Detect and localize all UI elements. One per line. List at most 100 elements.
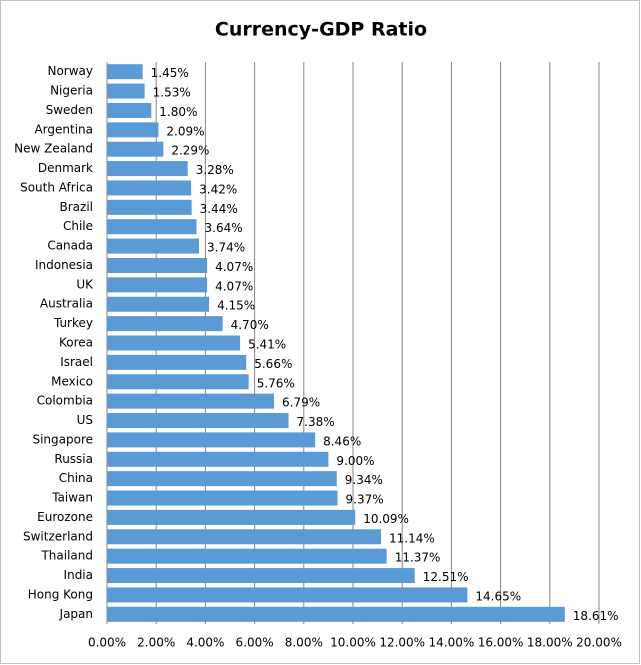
bar	[107, 122, 159, 138]
y-tick-label: Argentina	[34, 122, 93, 136]
data-label: 1.53%	[153, 86, 191, 100]
data-label: 3.42%	[199, 182, 237, 196]
x-tick-label: 18.00%	[527, 636, 573, 650]
bar	[107, 219, 197, 235]
y-tick-label: Switzerland	[23, 529, 93, 543]
data-label: 2.29%	[171, 144, 209, 158]
y-tick-label: New Zealand	[14, 142, 93, 156]
data-label: 9.00%	[336, 454, 374, 468]
data-label: 3.28%	[196, 163, 234, 177]
x-tick-label: 6.00%	[236, 636, 274, 650]
bar	[107, 180, 192, 196]
y-tick-label: Eurozone	[37, 510, 93, 524]
y-tick-label: Norway	[47, 64, 93, 78]
bar	[107, 64, 143, 80]
data-label: 4.70%	[231, 318, 269, 332]
y-tick-label: Chile	[63, 219, 93, 233]
y-tick-label: Brazil	[60, 200, 94, 214]
y-tick-label: Hong Kong	[28, 587, 93, 601]
bar	[107, 374, 249, 390]
data-label: 9.37%	[346, 493, 384, 507]
y-tick-label: US	[77, 413, 93, 427]
data-label: 3.44%	[200, 202, 238, 216]
data-label: 11.14%	[389, 531, 435, 545]
y-tick-label: UK	[76, 277, 94, 291]
y-tick-label: Colombia	[37, 394, 93, 408]
data-label: 18.61%	[573, 609, 619, 623]
x-tick-label: 16.00%	[478, 636, 524, 650]
y-tick-label: Korea	[59, 336, 93, 350]
data-label: 5.66%	[254, 357, 292, 371]
bar	[107, 257, 208, 273]
y-tick-label: India	[64, 568, 93, 582]
bar	[107, 529, 382, 545]
bar	[107, 199, 192, 215]
x-tick-label: 0.00%	[88, 636, 126, 650]
y-tick-label: Russia	[54, 452, 93, 466]
data-label: 5.41%	[248, 338, 286, 352]
x-tick-label: 4.00%	[186, 636, 224, 650]
bar	[107, 354, 247, 370]
bar	[107, 432, 316, 448]
x-tick-label: 12.00%	[379, 636, 425, 650]
data-label: 14.65%	[475, 589, 521, 603]
y-tick-label: Sweden	[46, 103, 93, 117]
bar	[107, 393, 275, 409]
bar	[107, 296, 210, 312]
data-label: 2.09%	[166, 124, 204, 138]
data-label: 5.76%	[257, 376, 295, 390]
data-label: 4.15%	[217, 299, 255, 313]
data-label: 3.64%	[205, 221, 243, 235]
bar	[107, 451, 329, 467]
bar	[107, 568, 415, 584]
y-tick-label: Singapore	[32, 432, 93, 446]
x-tick-label: 8.00%	[285, 636, 323, 650]
bar	[107, 238, 200, 254]
bar	[107, 509, 356, 525]
data-label: 10.09%	[363, 512, 409, 526]
x-tick-label: 14.00%	[429, 636, 475, 650]
y-tick-label: Nigeria	[50, 84, 93, 98]
data-label: 6.79%	[282, 396, 320, 410]
data-label: 9.34%	[345, 473, 383, 487]
y-tick-label: Mexico	[51, 374, 93, 388]
bar	[107, 141, 164, 157]
y-tick-label: Australia	[40, 297, 93, 311]
data-label: 12.51%	[423, 570, 469, 584]
x-tick-label: 2.00%	[137, 636, 175, 650]
data-label: 3.74%	[207, 241, 245, 255]
bar	[107, 587, 468, 603]
bar	[107, 490, 338, 506]
y-tick-label: Israel	[60, 355, 93, 369]
y-tick-label: Canada	[47, 239, 93, 253]
data-label: 8.46%	[323, 434, 361, 448]
y-tick-label: China	[59, 471, 93, 485]
bar	[107, 471, 337, 487]
y-tick-label: Denmark	[38, 161, 93, 175]
bar	[107, 102, 152, 118]
y-tick-label: Indonesia	[35, 258, 93, 272]
bar	[107, 413, 289, 429]
y-tick-label: Turkey	[53, 316, 93, 330]
bar	[107, 316, 223, 332]
x-tick-label: 20.00%	[576, 636, 622, 650]
bar	[107, 83, 145, 99]
y-tick-label: South Africa	[20, 180, 93, 194]
bar	[107, 161, 188, 177]
x-tick-label: 10.00%	[330, 636, 376, 650]
data-label: 7.38%	[297, 415, 335, 429]
y-tick-label: Taiwan	[51, 491, 93, 505]
data-label: 4.07%	[215, 260, 253, 274]
data-label: 11.37%	[395, 551, 441, 565]
data-label: 1.45%	[151, 66, 189, 80]
bar	[107, 277, 208, 293]
bar	[107, 548, 387, 564]
y-tick-label: Thailand	[40, 549, 93, 563]
y-tick-label: Japan	[59, 607, 93, 621]
chart-title: Currency-GDP Ratio	[215, 19, 427, 41]
data-label: 4.07%	[215, 279, 253, 293]
data-label: 1.80%	[159, 105, 197, 119]
